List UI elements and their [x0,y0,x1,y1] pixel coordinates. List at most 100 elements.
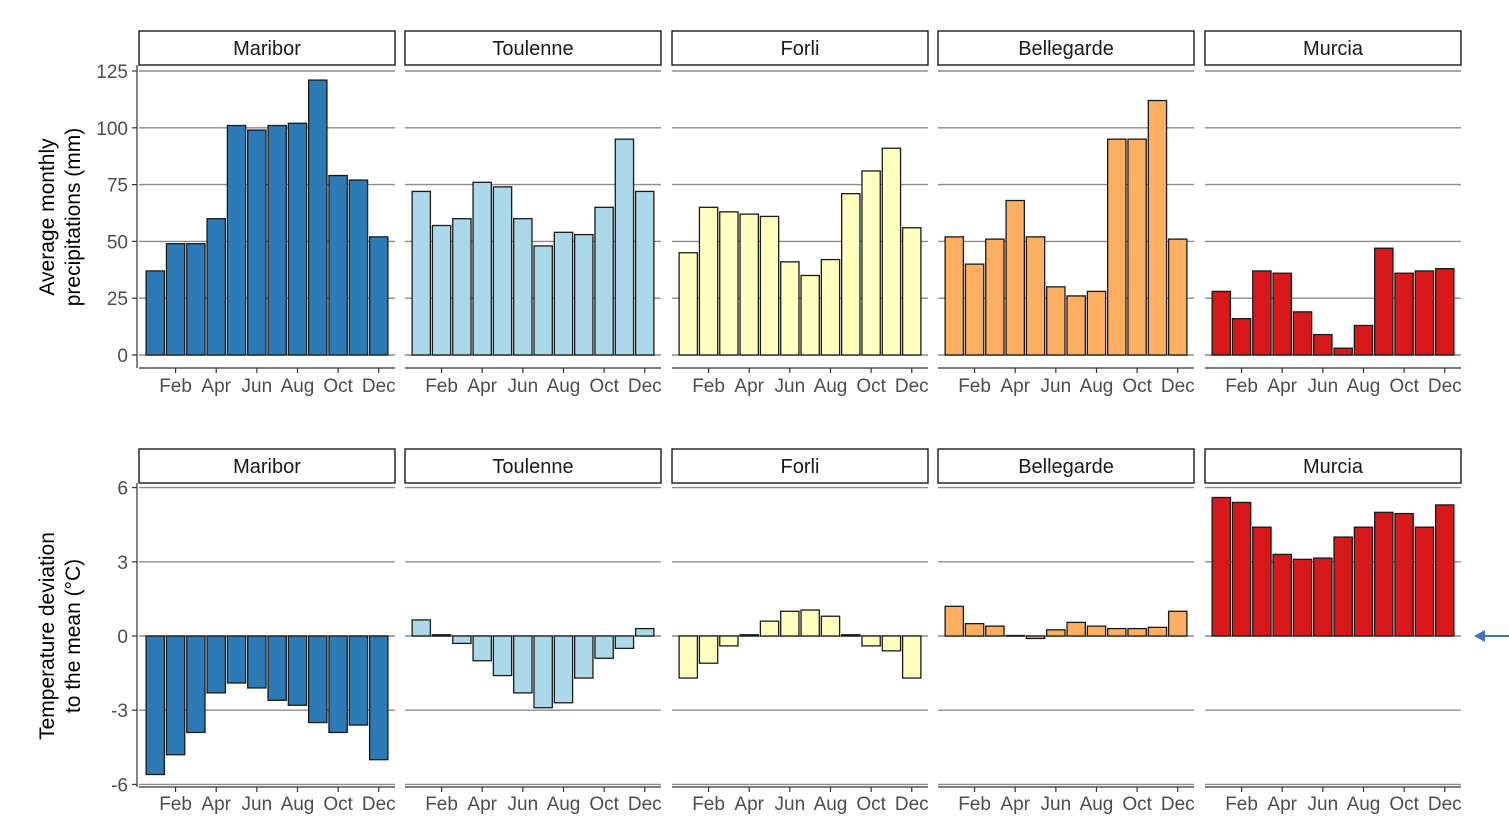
y-axis-title-line: Average monthly [36,138,59,296]
bar-murcia-mar [1252,270,1272,356]
chart-layer: Average monthly precipitations (mm) 0 25 50 7… [36,30,1509,815]
bar-forli-dec [901,227,922,356]
x-tick-label: Dec [895,376,929,397]
bar-maribor-jan [145,635,166,776]
x-tick-label: Apr [734,794,764,815]
bar-murcia-may [1292,558,1313,637]
bar-maribor-dec [368,236,389,356]
y-tick-label: 100 [96,119,128,140]
bar-murcia-dec [1434,268,1455,356]
facet-strip [937,30,1195,66]
bar-toulenne-sep [574,635,594,679]
bar-maribor-apr [206,635,226,694]
bar-forli-sep [841,634,861,637]
bar-murcia-apr [1272,272,1292,356]
x-tick-label: Feb [425,794,458,815]
bar-maribor-nov [348,635,369,726]
x-tick-label: Oct [856,794,886,815]
bar-bellegarde-jul [1066,621,1086,637]
bar-bellegarde-may [1025,236,1046,356]
bar-forli-apr [739,634,759,637]
y-tick-label: 75 [107,176,128,197]
y-tick-label: 0 [117,346,128,367]
bar-forli-oct [861,170,881,356]
x-tick-label: Dec [628,794,662,815]
bar-murcia-dec [1434,504,1455,637]
bar-forli-mar [719,211,739,356]
x-tick-label: Dec [1428,794,1462,815]
bar-maribor-oct [328,635,348,734]
bar-forli-dec [901,635,922,679]
x-tick-label: Dec [895,794,929,815]
facet-strip-label: Bellegarde [1018,456,1114,478]
facet-strip-label: Toulenne [492,456,573,478]
y-axis-title-line: Temperature deviation [36,532,59,740]
bar-forli-feb [698,206,719,356]
bar-murcia-nov [1414,526,1435,637]
x-tick-label: Jun [508,794,539,815]
x-tick-label: Apr [734,376,764,397]
x-tick-label: Oct [1389,376,1419,397]
x-tick-label: Aug [814,376,848,397]
x-tick-label: Jun [242,794,273,815]
bar-murcia-may [1292,311,1313,356]
x-tick-label: Aug [281,794,315,815]
x-tick-label: Oct [1122,794,1152,815]
x-tick-label: Oct [589,794,619,815]
x-tick-label: Dec [1428,376,1462,397]
bar-maribor-jun [247,129,267,356]
bar-murcia-nov [1414,270,1435,356]
x-tick-label: Jun [508,376,539,397]
y-tick-label: -6 [111,775,128,796]
bar-forli-jul [800,609,820,637]
bar-maribor-aug [287,635,308,706]
y-tick-label: 125 [96,62,128,83]
y-tick-label: 50 [107,232,128,253]
bar-maribor-may [226,124,247,356]
x-tick-label: Apr [201,376,231,397]
bar-toulenne-dec [634,627,655,637]
bar-forli-apr [739,213,759,356]
annotation-arrow-head-icon [1474,630,1485,642]
x-tick-label: Apr [1267,376,1297,397]
bar-murcia-mar [1252,526,1272,637]
bar-toulenne-jun [513,218,533,356]
facet-strip-label: Maribor [233,456,301,478]
bar-toulenne-dec [634,190,655,356]
bar-murcia-jan [1211,290,1232,356]
bar-maribor-oct [328,174,348,356]
bar-forli-feb [698,635,719,664]
x-tick-label: Jun [775,376,806,397]
facet-strip-label: Toulenne [492,38,573,60]
bar-toulenne-jul [533,245,553,356]
facet-strip-label: Murcia [1303,38,1364,60]
x-tick-label: Aug [547,794,581,815]
bar-bellegarde-mar [985,238,1005,356]
bar-forli-nov [881,635,902,652]
bar-maribor-jul [267,124,287,356]
y-tick-label: 25 [107,289,128,310]
bar-bellegarde-nov [1147,99,1168,356]
bar-murcia-aug [1353,324,1374,356]
bar-forli-nov [881,147,902,356]
bar-maribor-jan [145,270,166,356]
bar-maribor-nov [348,179,369,356]
x-tick-label: Apr [467,376,497,397]
bar-toulenne-feb [431,224,452,356]
bar-toulenne-may [492,186,513,356]
x-tick-label: Apr [1267,794,1297,815]
bar-bellegarde-oct [1127,138,1147,356]
bar-bellegarde-feb [964,622,985,637]
x-tick-label: Aug [1347,376,1381,397]
x-tick-label: Jun [1041,794,1072,815]
bar-toulenne-jun [513,635,533,694]
x-tick-label: Jun [1041,376,1072,397]
x-tick-label: Aug [547,376,581,397]
bar-murcia-oct [1394,512,1414,637]
x-tick-label: Dec [1161,376,1195,397]
bar-murcia-aug [1353,526,1374,637]
x-tick-label: Apr [467,794,497,815]
x-tick-label: Dec [362,794,396,815]
x-tick-label: Aug [1347,794,1381,815]
x-tick-label: Oct [856,376,886,397]
